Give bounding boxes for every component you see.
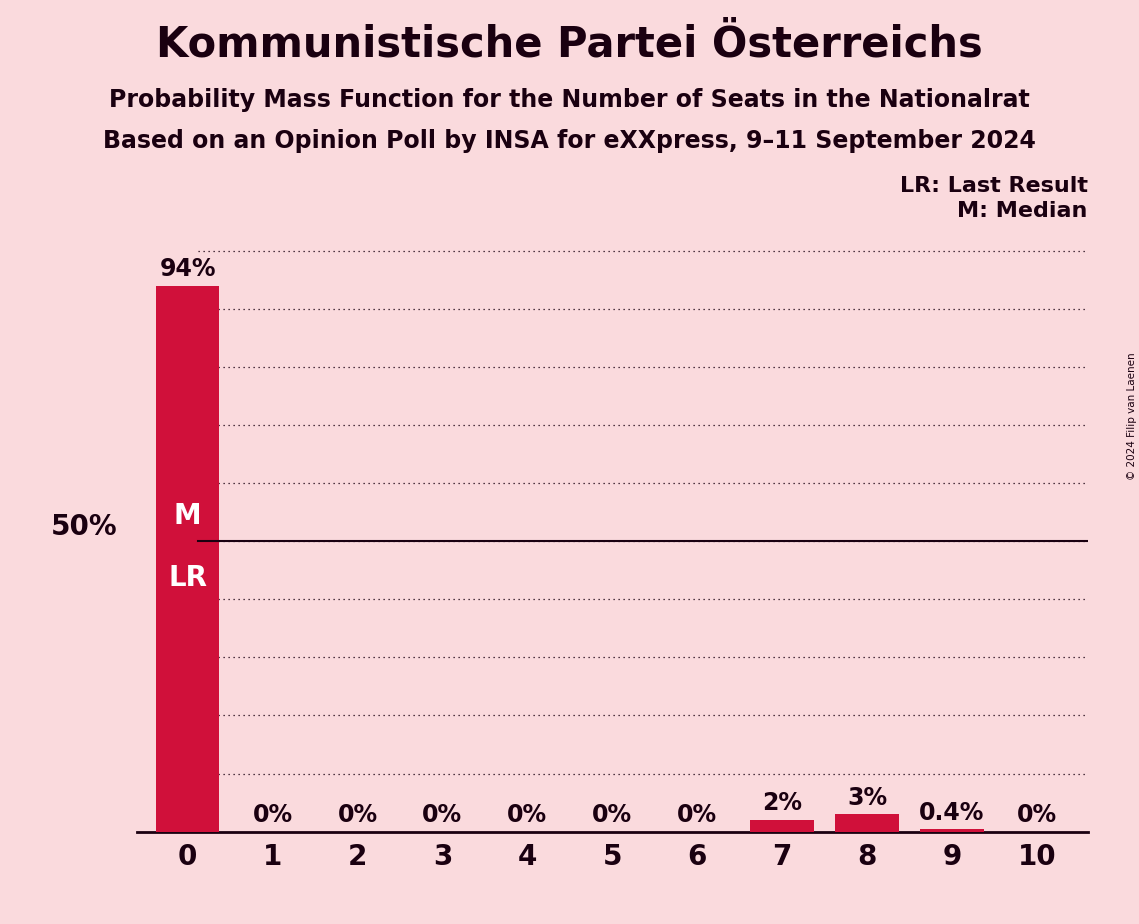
Text: M: M	[174, 502, 202, 529]
Bar	[920, 829, 984, 832]
Bar	[751, 820, 814, 832]
Text: 0%: 0%	[1017, 803, 1057, 827]
Text: 0%: 0%	[337, 803, 377, 827]
Text: Based on an Opinion Poll by INSA for eXXpress, 9–11 September 2024: Based on an Opinion Poll by INSA for eXX…	[103, 129, 1036, 153]
Text: © 2024 Filip van Laenen: © 2024 Filip van Laenen	[1126, 352, 1137, 480]
Bar	[835, 814, 899, 832]
Text: Probability Mass Function for the Number of Seats in the Nationalrat: Probability Mass Function for the Number…	[109, 88, 1030, 112]
Text: 2%: 2%	[762, 791, 802, 815]
Text: M: Median: M: Median	[958, 201, 1088, 222]
Text: LR: Last Result: LR: Last Result	[900, 176, 1088, 196]
Text: 0%: 0%	[677, 803, 718, 827]
Text: Kommunistische Partei Österreichs: Kommunistische Partei Österreichs	[156, 23, 983, 65]
Bar	[156, 286, 220, 832]
Text: 0%: 0%	[592, 803, 632, 827]
Text: 0%: 0%	[423, 803, 462, 827]
Text: 3%: 3%	[847, 785, 887, 809]
Text: 0%: 0%	[253, 803, 293, 827]
Text: 94%: 94%	[159, 257, 216, 281]
Text: 0.4%: 0.4%	[919, 800, 984, 824]
Text: LR: LR	[169, 565, 207, 592]
Text: 0%: 0%	[507, 803, 548, 827]
Text: 50%: 50%	[51, 513, 117, 541]
